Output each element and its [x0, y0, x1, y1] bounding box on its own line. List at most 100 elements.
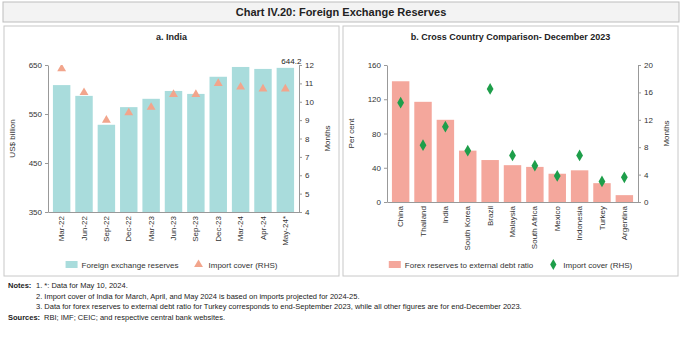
- tick-label: 120: [368, 95, 382, 104]
- tick: Sep-22: [102, 215, 111, 241]
- marker-point: [102, 115, 111, 123]
- tick: 20: [638, 61, 653, 70]
- tick: India: [441, 205, 450, 223]
- tick-label: Dec-22: [124, 215, 133, 241]
- tick-label: 20: [644, 61, 653, 70]
- tick: 160: [368, 61, 387, 70]
- tick-label: Turkey: [598, 206, 607, 230]
- tick: 6: [299, 171, 310, 180]
- bar: [392, 81, 409, 202]
- tick: 11: [299, 79, 314, 88]
- tick-mark: [384, 99, 387, 100]
- legend-swatch: [389, 261, 401, 268]
- legend-item: Forex reserves to external debt ratio: [389, 261, 534, 270]
- bar: [98, 125, 115, 212]
- tick-label: South Africa: [530, 205, 539, 249]
- y2-axis: 048121620: [638, 61, 653, 207]
- y-axis: 350450550650: [29, 61, 49, 217]
- tick-label: 650: [29, 61, 43, 70]
- tick: 0: [377, 198, 387, 207]
- tick: Mar-22: [57, 215, 66, 241]
- bar: [165, 91, 182, 212]
- tick-label: 5: [305, 190, 310, 199]
- tick-label: Thailand: [419, 206, 428, 237]
- marker-point: [599, 176, 606, 188]
- tick-label: Mar-23: [147, 215, 156, 241]
- x-axis: ChinaThailandIndiaSouth KoreaBrazilMalay…: [388, 203, 639, 251]
- marker-point: [531, 160, 538, 172]
- tick-mark: [45, 114, 48, 115]
- tick: May-24*: [281, 216, 290, 246]
- marker-point: [147, 102, 156, 110]
- tick: South Africa: [530, 205, 539, 249]
- tick-label: 0: [644, 198, 649, 207]
- marker-point: [191, 89, 200, 97]
- legend-item: Foreign exchange reserves: [66, 261, 179, 270]
- legend-label: Import cover (RHS): [563, 261, 632, 270]
- tick-label: China: [396, 205, 405, 226]
- tick-label: 6: [305, 171, 310, 180]
- marker-point: [442, 121, 449, 133]
- tick-mark: [299, 120, 302, 121]
- tick: 16: [638, 88, 653, 97]
- y2-axis-title: Months: [323, 125, 332, 151]
- tick-mark: [299, 194, 302, 195]
- legend-swatch: [66, 261, 78, 268]
- bar: [53, 85, 70, 212]
- marker-point: [509, 150, 516, 162]
- tick: 80: [372, 130, 387, 139]
- tick: 550: [29, 110, 48, 119]
- legend-swatch: [194, 259, 203, 267]
- tick: 350: [29, 208, 48, 217]
- legend-item: Import cover (RHS): [550, 259, 632, 270]
- tick-label: Mar-24: [236, 215, 245, 241]
- tick-label: Dec-23: [214, 215, 223, 241]
- tick-label: 40: [372, 164, 381, 173]
- tick-label: May-24*: [281, 216, 290, 246]
- tick: Argentina: [620, 205, 629, 240]
- tick-label: 350: [29, 208, 43, 217]
- bar: [120, 107, 137, 212]
- tick-label: 160: [368, 61, 382, 70]
- x-axis: Mar-22 Jun-22 Sep-22 Dec-22 Mar-23 Jun-23 Sep-…: [49, 213, 300, 246]
- tick-mark: [45, 65, 48, 66]
- tick-mark: [299, 157, 302, 158]
- tick: China: [396, 205, 405, 226]
- tick-label: Apr-24: [259, 215, 268, 240]
- tick: 4: [299, 208, 310, 217]
- tick: Sep-23: [191, 215, 200, 241]
- tick-mark: [299, 83, 302, 84]
- tick-mark: [45, 212, 48, 213]
- notes-label: Notes:: [8, 281, 31, 290]
- tick: 8: [638, 143, 649, 152]
- marker-point: [214, 78, 223, 86]
- tick: Thailand: [419, 206, 428, 237]
- panel-frame: [343, 26, 678, 276]
- tick: Turkey: [598, 206, 607, 230]
- tick-label: 8: [644, 143, 649, 152]
- legend: Forex reserves to external debt ratio Imp…: [389, 259, 633, 270]
- tick-label: 11: [305, 79, 314, 88]
- panel-frame: [4, 26, 339, 276]
- panel-title: b. Cross Country Comparison- December 20…: [411, 32, 611, 42]
- chart-root: Chart IV.20: Foreign Exchange Reservesa.…: [0, 0, 682, 340]
- tick-mark: [638, 65, 641, 66]
- tick: Malaysia: [508, 205, 517, 237]
- tick-label: 550: [29, 110, 43, 119]
- marker-point: [80, 87, 89, 95]
- tick: Brazil: [486, 206, 495, 226]
- tick: 40: [372, 164, 387, 173]
- tick-mark: [638, 92, 641, 93]
- marker-point: [420, 139, 427, 151]
- sources-label: Sources:: [8, 313, 40, 322]
- marker-point: [621, 171, 628, 183]
- tick-label: 8: [305, 135, 310, 144]
- tick-label: 7: [305, 153, 310, 162]
- tick-mark: [299, 65, 302, 66]
- data-labels: 644.2: [281, 57, 302, 66]
- legend-label: Foreign exchange reserves: [82, 261, 179, 270]
- legend-item: Import cover (RHS): [194, 259, 278, 270]
- sources-text: RBI; IMF; CEIC; and respective central b…: [44, 313, 225, 322]
- tick: Jun-23: [169, 215, 178, 240]
- tick: Jun-22: [80, 215, 89, 240]
